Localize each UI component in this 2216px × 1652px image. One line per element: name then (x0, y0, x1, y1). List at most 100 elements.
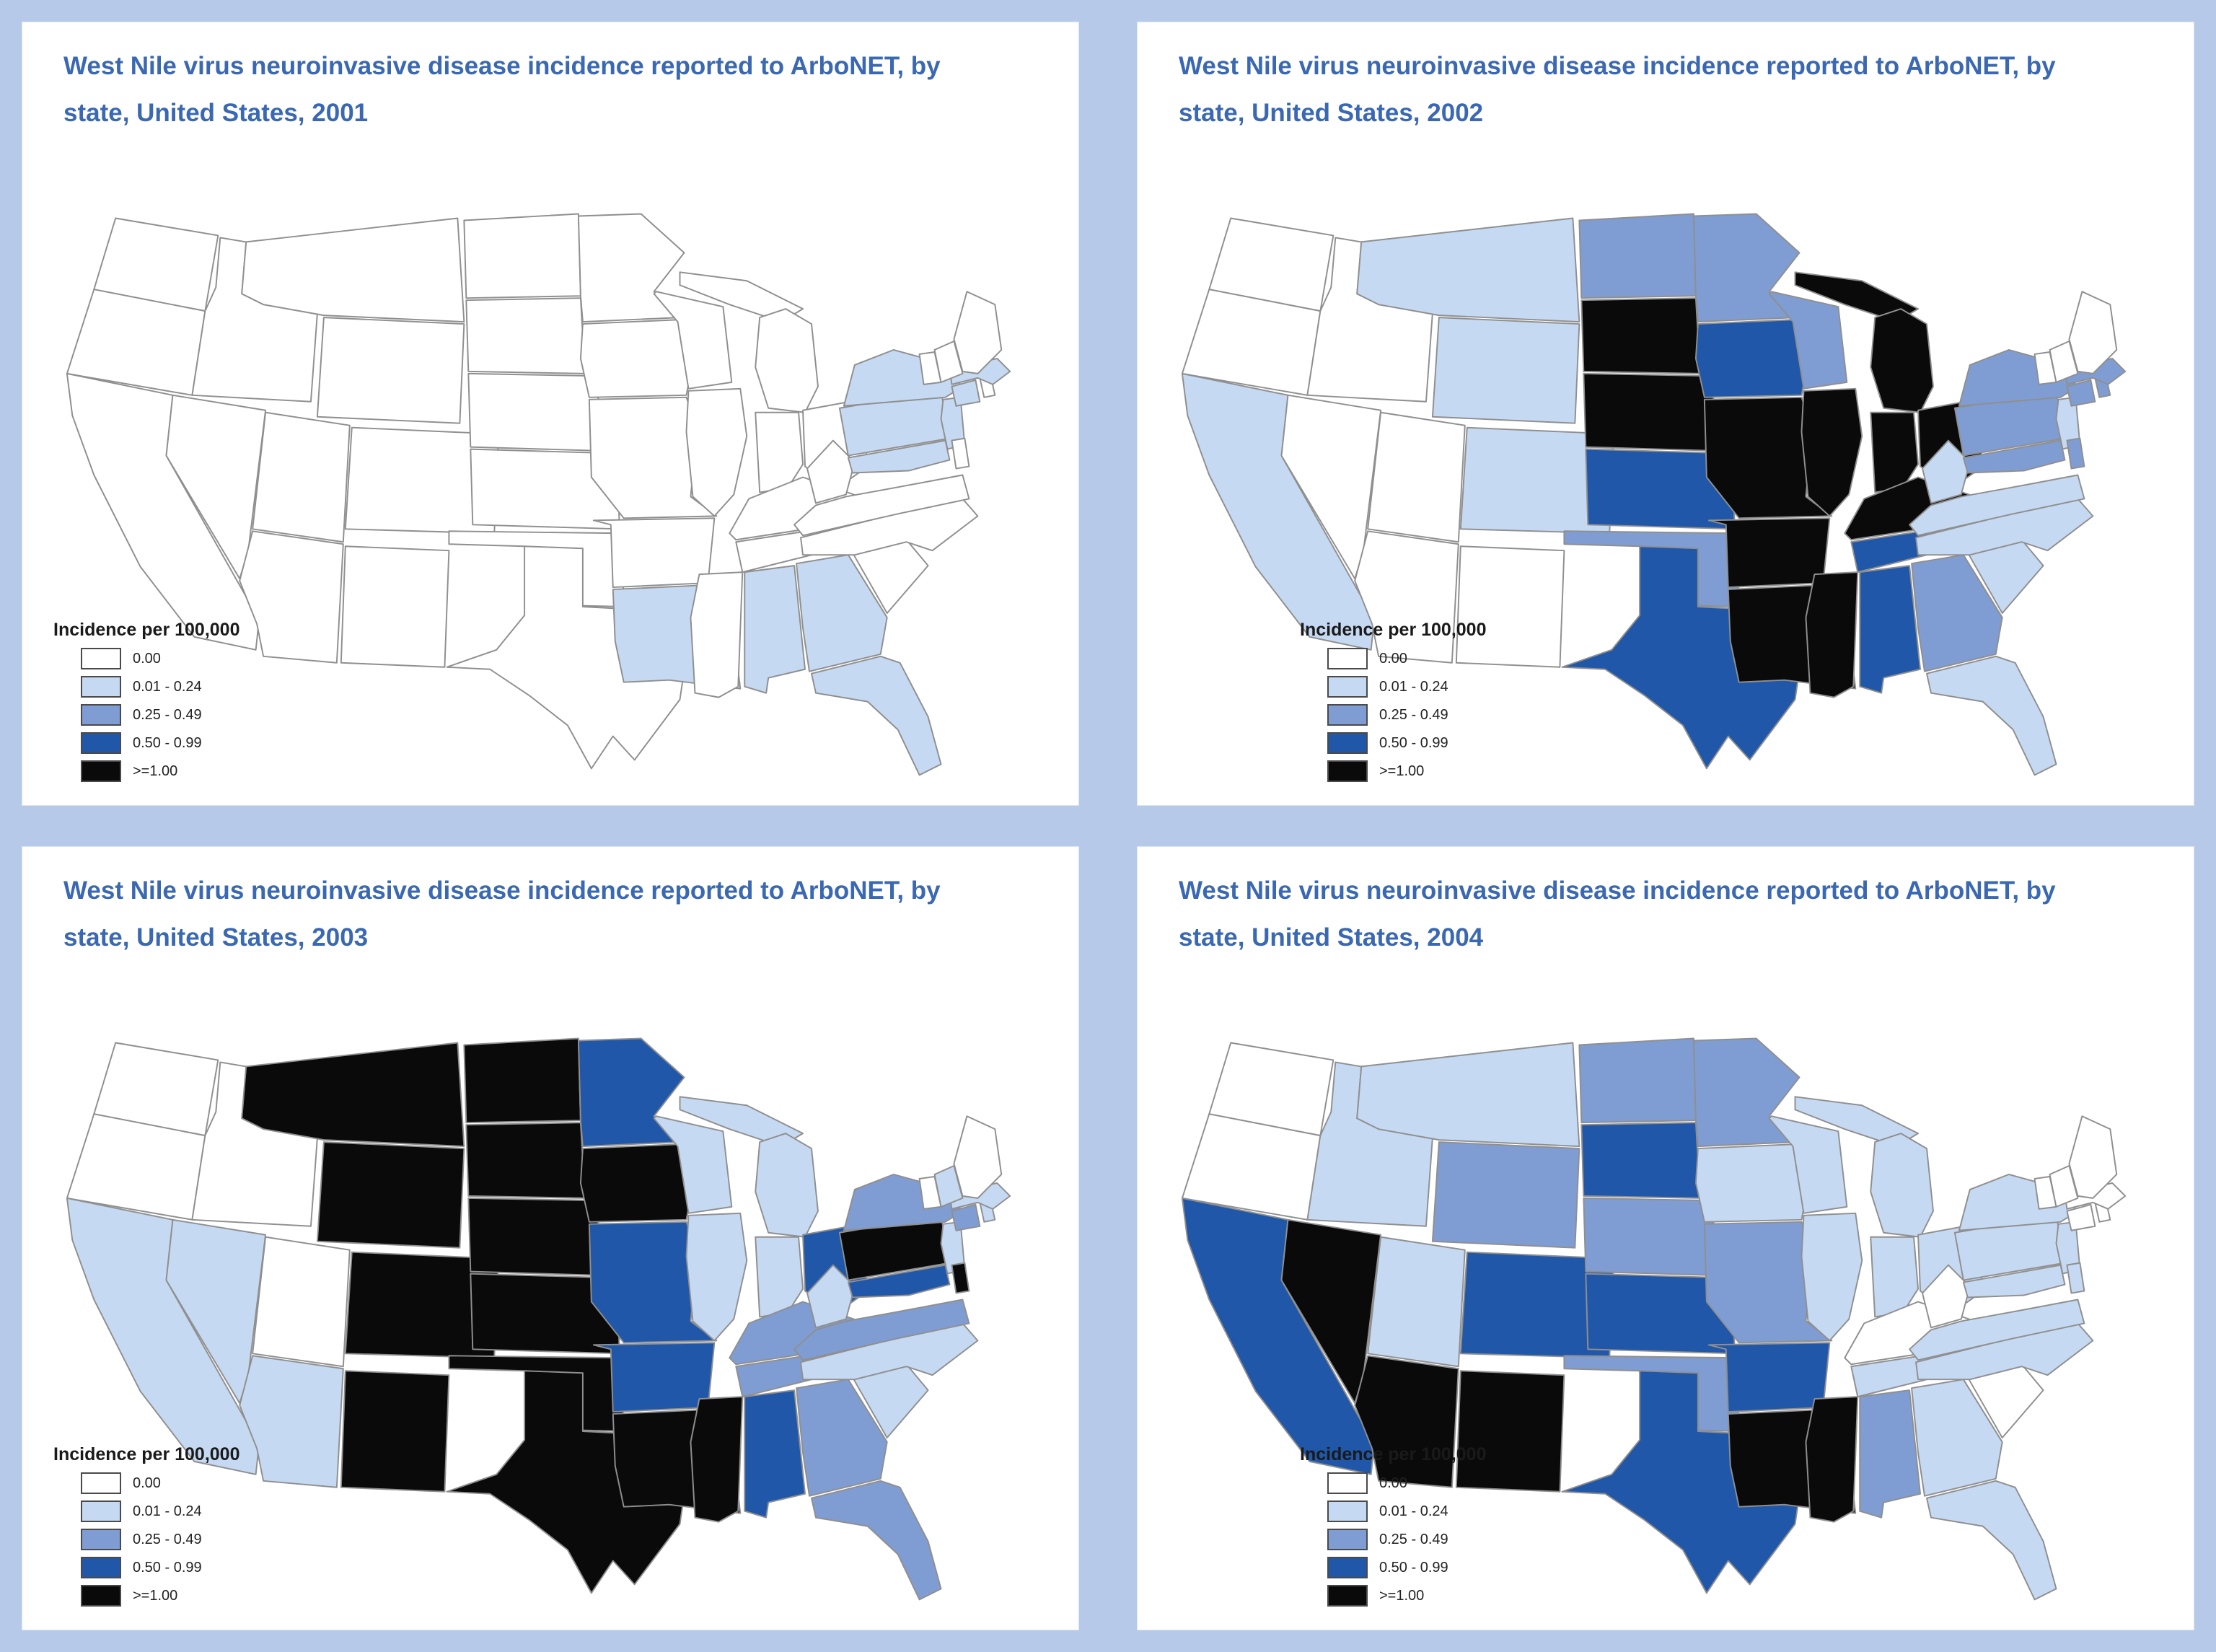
state-NH (933, 340, 964, 383)
legend-label-3: 0.50 - 0.99 (133, 734, 202, 751)
state-IA (579, 319, 696, 398)
state-AL (1859, 565, 1921, 694)
legend-swatch-2 (81, 1529, 121, 1550)
state-DE (2066, 1262, 2085, 1294)
state-ND (1578, 1037, 1697, 1124)
legend-title: Incidence per 100,000 (53, 620, 240, 640)
legend-label-1: 0.01 - 0.24 (1379, 1503, 1448, 1519)
legend-row-1: 0.01 - 0.24 (81, 676, 313, 698)
legend-row-0: 0.00 (1327, 1472, 1560, 1494)
legend-row-4: >=1.00 (1327, 1585, 1560, 1607)
state-MD (1962, 439, 2066, 474)
state-ME (2068, 291, 2118, 374)
state-NM (1455, 1370, 1565, 1493)
legend-row-2: 0.25 - 0.49 (81, 1529, 313, 1550)
panel-title-line1: West Nile virus neuroinvasive disease in… (1179, 876, 2056, 905)
state-TX (446, 545, 690, 770)
state-MT (241, 1042, 465, 1148)
state-AZ (1354, 530, 1459, 664)
state-VA (793, 1299, 970, 1361)
state-AR (1707, 1342, 1831, 1413)
legend-label-4: >=1.00 (1379, 1587, 1425, 1604)
state-ME (953, 291, 1003, 374)
state-MD (1962, 1264, 2066, 1299)
state-DE (2066, 437, 2085, 470)
legend-row-2: 0.25 - 0.49 (1327, 1529, 1560, 1550)
state-VA (793, 474, 970, 537)
panel-title: West Nile virus neuroinvasive disease in… (1137, 22, 2194, 127)
legend-swatch-4 (81, 760, 121, 782)
legend-row-2: 0.25 - 0.49 (1327, 704, 1560, 726)
incidence-legend: Incidence per 100,000 0.00 0.01 - 0.24 0.25… (53, 620, 313, 788)
state-VA (1909, 1299, 2085, 1361)
legend-label-1: 0.01 - 0.24 (133, 1503, 202, 1519)
state-UT (1367, 1236, 1466, 1368)
state-UT (252, 411, 351, 543)
state-ME (953, 1115, 1003, 1199)
legend-label-3: 0.50 - 0.99 (1379, 734, 1448, 751)
us-map-svg-2003 (66, 1037, 1011, 1601)
state-IA (1694, 319, 1811, 398)
state-VA (1909, 474, 2085, 537)
state-AR (592, 517, 716, 589)
state-IN (755, 1236, 804, 1318)
panel-title-line2: state, United States, 2004 (1179, 923, 1484, 952)
legend-label-2: 0.25 - 0.49 (1379, 1531, 1448, 1547)
state-CT (951, 379, 981, 407)
legend-label-4: >=1.00 (133, 763, 178, 779)
state-WI (1768, 291, 1848, 390)
state-MI (1870, 1133, 1934, 1238)
legend-title: Incidence per 100,000 (53, 1444, 240, 1464)
state-WI (1768, 1115, 1848, 1214)
state-CT (2066, 1203, 2096, 1231)
legend-swatch-2 (1327, 1529, 1368, 1550)
panel-title: West Nile virus neuroinvasive disease in… (22, 22, 1079, 127)
state-WI (653, 291, 733, 390)
legend-swatch-4 (81, 1585, 121, 1607)
legend-swatch-4 (1327, 1585, 1368, 1607)
state-DE (951, 1262, 970, 1294)
state-CT (951, 1203, 981, 1231)
legend-swatch-3 (81, 732, 121, 754)
state-MT (1356, 1042, 1580, 1148)
state-ME (2068, 1115, 2118, 1199)
us-map-svg-2004 (1181, 1037, 2127, 1601)
state-FL (811, 655, 942, 776)
state-UT (252, 1236, 351, 1368)
legend-row-1: 0.01 - 0.24 (81, 1501, 313, 1522)
state-MD (847, 439, 951, 474)
legend-swatch-4 (1327, 760, 1368, 782)
state-IN (1870, 1236, 1920, 1318)
state-WV (806, 1264, 856, 1329)
state-AL (744, 565, 806, 694)
state-MI (755, 308, 819, 413)
map-panel-2003: West Nile virus neuroinvasive disease in… (22, 846, 1079, 1630)
legend-swatch-0 (81, 648, 121, 669)
state-UT (1367, 411, 1466, 543)
legend-swatch-0 (1327, 648, 1368, 669)
state-MI (1870, 308, 1934, 413)
state-AL (1859, 1389, 1921, 1519)
legend-swatch-0 (1327, 1472, 1368, 1494)
state-MI (755, 1133, 819, 1238)
legend-label-3: 0.50 - 0.99 (133, 1559, 202, 1576)
legend-title: Incidence per 100,000 (1300, 1444, 1487, 1464)
state-MD (847, 1264, 951, 1299)
panel-title-line1: West Nile virus neuroinvasive disease in… (63, 876, 941, 905)
state-SD (1580, 297, 1701, 374)
legend-swatch-0 (81, 1472, 121, 1494)
state-WY (1431, 317, 1580, 424)
state-IL (1800, 387, 1863, 517)
legend-label-0: 0.00 (133, 650, 161, 667)
state-MS (1805, 1396, 1859, 1523)
legend-label-4: >=1.00 (1379, 763, 1425, 779)
state-WV (1922, 1264, 1971, 1329)
state-WY (1431, 1141, 1580, 1249)
state-ND (463, 213, 581, 299)
legend-row-3: 0.50 - 0.99 (1327, 732, 1560, 754)
state-AZ (239, 1355, 344, 1488)
legend-title: Incidence per 100,000 (1300, 620, 1487, 640)
legend-label-2: 0.25 - 0.49 (133, 1531, 202, 1547)
state-TX (1561, 545, 1805, 770)
